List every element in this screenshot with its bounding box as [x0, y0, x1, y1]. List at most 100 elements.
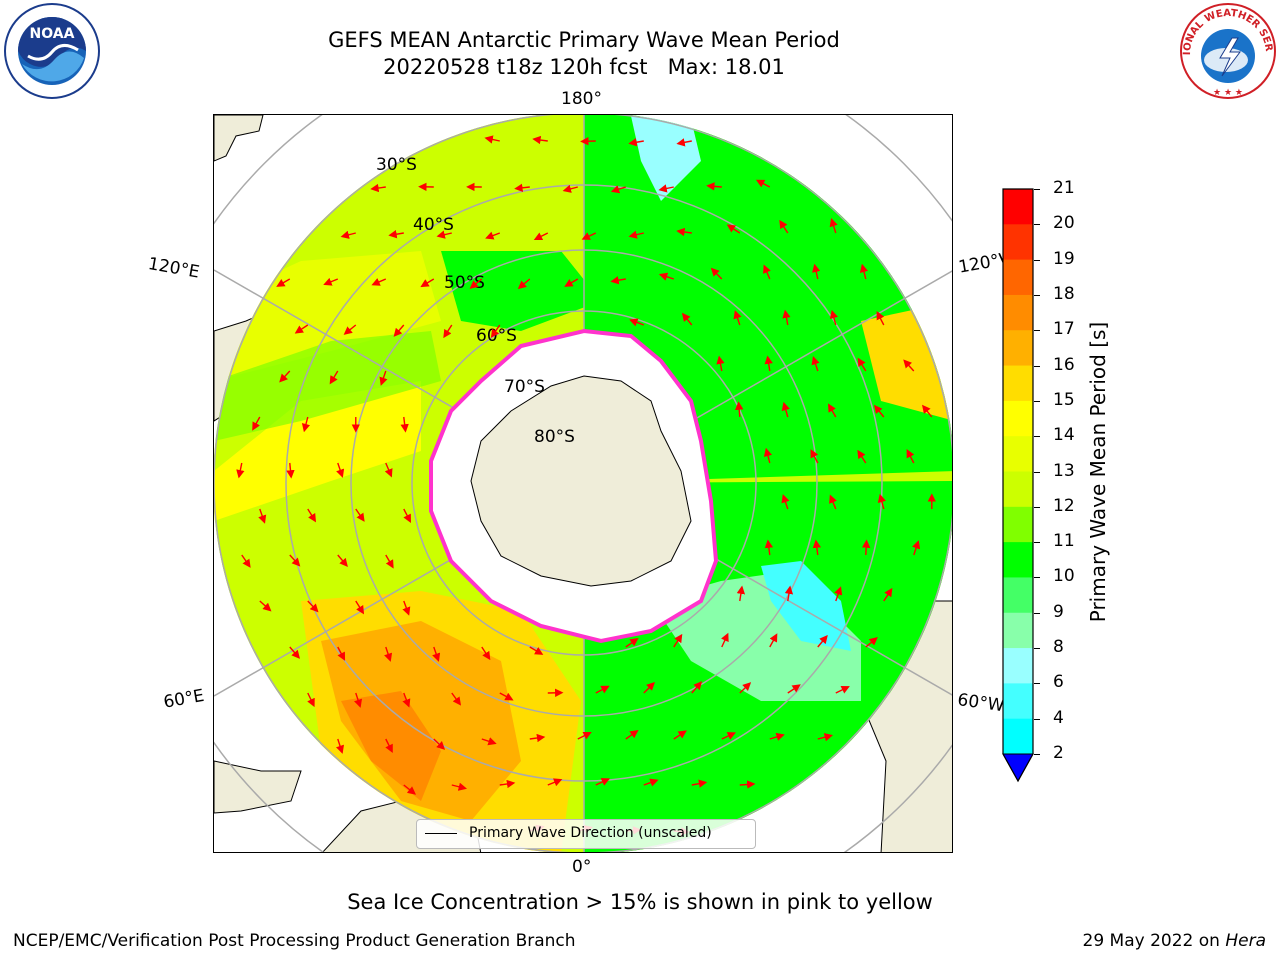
colorbar-tick-mark [1034, 471, 1040, 473]
wave-direction-arrow [564, 278, 579, 287]
wave-direction-arrow [812, 539, 822, 556]
wave-direction-arrow [673, 633, 683, 648]
wave-direction-arrow [629, 318, 645, 327]
wave-direction-arrow [403, 508, 411, 523]
wave-direction-arrow [610, 185, 626, 194]
colorbar-tick-mark [1034, 612, 1040, 614]
wave-direction-arrows [236, 135, 936, 836]
wave-direction-arrow [529, 733, 546, 743]
wave-direction-arrow [676, 138, 692, 147]
wave-direction-arrow [716, 355, 725, 372]
wave-direction-arrow [379, 370, 388, 386]
wave-direction-arrow [436, 230, 452, 239]
legend-line-swatch [425, 833, 457, 834]
nws-logo: NATIONAL WEATHER SERVICE ★ ★ ★ [1174, 0, 1278, 100]
map-legend: Primary Wave Direction (unscaled) [416, 819, 756, 849]
wave-direction-arrow [764, 539, 774, 556]
wave-direction-arrow [739, 780, 756, 789]
lon-label-60e: 60°E [162, 685, 206, 713]
wave-direction-arrow [811, 356, 820, 372]
wave-direction-arrow [628, 138, 644, 147]
footer-credit: NCEP/EMC/Verification Post Processing Pr… [13, 931, 576, 951]
wave-direction-arrow [393, 324, 405, 337]
colorbar-tick-mark [1034, 683, 1040, 685]
colorbar-tick-label: 6 [1053, 672, 1064, 693]
wave-direction-arrow [877, 493, 886, 510]
wave-direction-arrow [469, 278, 483, 289]
wave-direction-arrow [733, 310, 742, 326]
wave-direction-arrow [343, 324, 357, 335]
colorbar-segment [1003, 330, 1033, 367]
wave-direction-arrow [658, 272, 674, 281]
colorbar-tick-label: 15 [1053, 389, 1075, 410]
wave-direction-arrow [481, 646, 491, 661]
wave-direction-arrow [628, 230, 644, 239]
lon-label-180: 180° [561, 89, 602, 109]
wave-direction-arrow [517, 278, 531, 290]
colorbar-tick-mark [1034, 224, 1040, 226]
wave-direction-arrow [562, 184, 578, 193]
wave-direction-arrow [403, 784, 417, 795]
noaa-logo-icon: NOAA [4, 3, 100, 99]
sea-ice-caption: Sea Ice Concentration > 15% is shown in … [347, 890, 933, 914]
wave-direction-arrow [400, 416, 409, 433]
antarctic-ice-region [429, 328, 719, 644]
colorbar-frame [1002, 188, 1034, 783]
colorbar-tick-label: 17 [1053, 319, 1075, 340]
colorbar-tick-label: 21 [1053, 178, 1075, 198]
wave-direction-arrow [340, 230, 356, 239]
colorbar-tick-label: 4 [1053, 707, 1064, 728]
lat-label-40s: 40°S [413, 215, 454, 235]
wave-direction-arrow [784, 585, 794, 602]
wave-direction-arrow [499, 692, 514, 701]
lon-label-0: 0° [572, 857, 592, 877]
wave-direction-arrow [307, 508, 317, 523]
colorbar-segment [1003, 718, 1033, 755]
colorbar-tick-label: 18 [1053, 283, 1075, 304]
wave-direction-arrow [781, 401, 790, 418]
map-canvas: 30°S 40°S 50°S 60°S 70°S 80°S [214, 115, 952, 852]
svg-text:★ ★ ★: ★ ★ ★ [1213, 88, 1243, 98]
colorbar-tick-label: 2 [1053, 743, 1064, 763]
wave-direction-arrow [337, 554, 348, 567]
colorbar-tick-mark [1034, 577, 1040, 579]
lat-label-70s: 70°S [504, 377, 545, 397]
legend-label: Primary Wave Direction (unscaled) [469, 825, 712, 841]
wave-direction-arrow [385, 554, 394, 569]
wave-direction-arrow [484, 135, 500, 144]
wave-direction-arrow [337, 646, 346, 661]
wave-direction-arrow [451, 782, 467, 791]
wave-direction-arrow [252, 416, 261, 431]
wave-direction-arrow [710, 267, 723, 280]
colorbar-tick-mark [1034, 294, 1040, 296]
wave-direction-arrow [443, 324, 453, 339]
colorbar-under-triangle [1002, 753, 1034, 783]
wave-direction-arrow [691, 681, 703, 694]
nws-logo-icon: NATIONAL WEATHER SERVICE ★ ★ ★ [1174, 0, 1276, 99]
wave-direction-arrow [691, 779, 708, 788]
colorbar-segment [1003, 436, 1033, 472]
colorbar-tick-label: 8 [1053, 637, 1064, 658]
wave-direction-arrow [307, 692, 315, 708]
wave-direction-arrow [547, 778, 563, 787]
wave-direction-arrow [236, 462, 245, 479]
wave-direction-arrow [289, 646, 301, 659]
colorbar-segment [1003, 648, 1033, 684]
wave-direction-arrow [529, 646, 544, 655]
lat-label-50s: 50°S [444, 273, 485, 293]
colorbar-tick-mark [1034, 400, 1040, 402]
wave-direction-arrow [279, 370, 291, 383]
noaa-logo-text: NOAA [30, 26, 75, 42]
colorbar-tick-mark [1034, 330, 1040, 332]
wave-direction-arrow [388, 230, 404, 239]
wave-direction-arrow [829, 494, 837, 510]
wave-direction-arrow [514, 183, 530, 193]
wave-direction-arrow [625, 637, 639, 648]
colorbar-tick-label: 19 [1053, 248, 1075, 269]
map-subtitle: 20220528 t18z 120h fcst Max: 18.01 [383, 55, 785, 79]
wave-direction-arrow [673, 730, 687, 740]
footer-date-text: 29 May 2022 on [1082, 931, 1226, 951]
wave-direction-arrow [921, 404, 933, 418]
noaa-logo: NOAA [2, 2, 102, 100]
wave-direction-arrow [329, 370, 339, 385]
